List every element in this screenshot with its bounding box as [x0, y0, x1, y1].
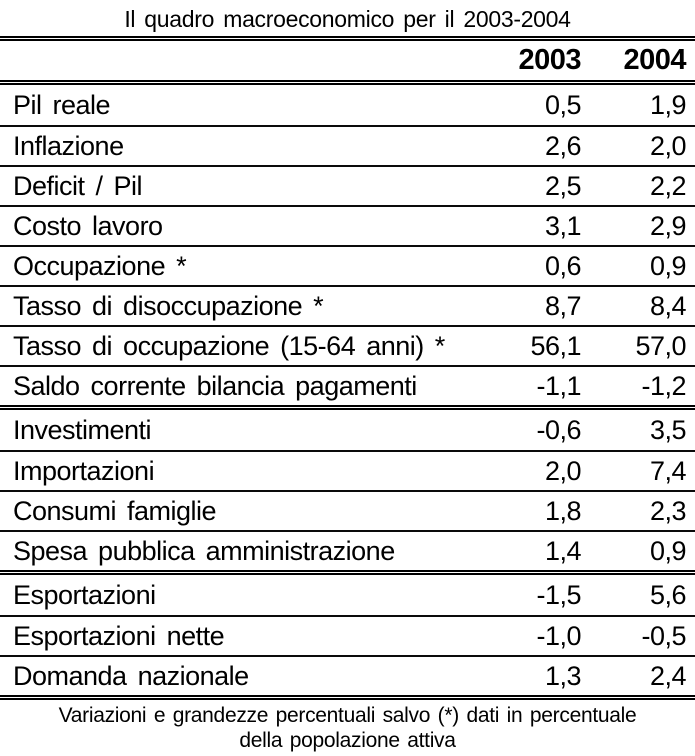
value-2003: 2,5 [544, 170, 582, 201]
table-row: Deficit / Pil 2,5 2,2 [0, 165, 695, 205]
row-label: Deficit / Pil [13, 170, 143, 201]
table-row: Importazioni 2,0 7,4 [0, 450, 695, 490]
table-row: Occupazione * 0,6 0,9 [0, 245, 695, 285]
footnote-line-1: Variazioni e grandezze percentuali salvo… [58, 704, 637, 727]
row-label: Tasso di disoccupazione * [13, 290, 324, 321]
header-col-2004: 2004 [623, 44, 686, 76]
row-label: Pil reale [13, 89, 111, 120]
section-divider-rule [0, 570, 695, 575]
value-2004: 2,0 [649, 130, 687, 161]
value-2004: 2,9 [649, 210, 687, 241]
table-footnote: Variazioni e grandezze percentuali salvo… [0, 700, 695, 753]
value-2003: 0,5 [544, 89, 582, 120]
value-2003: 56,1 [530, 330, 581, 361]
value-2004: 2,3 [649, 495, 687, 526]
table-row: Investimenti -0,6 3,5 [0, 410, 695, 450]
footnote-line-2: della popolazione attiva [239, 729, 456, 752]
table-row: Pil reale 0,5 1,9 [0, 85, 695, 125]
footer-divider-rule [0, 695, 695, 700]
row-label: Costo lavoro [13, 210, 163, 241]
value-2003: -0,6 [536, 414, 581, 445]
row-label: Investimenti [13, 414, 152, 445]
value-2004: 2,2 [649, 170, 687, 201]
header-divider-rule [0, 80, 695, 85]
value-2003: 1,3 [544, 660, 582, 691]
row-label: Domanda nazionale [13, 660, 249, 691]
value-2004: -0,5 [641, 620, 686, 651]
row-label: Saldo corrente bilancia pagamenti [13, 370, 417, 401]
table-row: Costo lavoro 3,1 2,9 [0, 205, 695, 245]
table-row: Esportazioni nette -1,0 -0,5 [0, 615, 695, 655]
table-row: Domanda nazionale 1,3 2,4 [0, 655, 695, 695]
row-label: Tasso di occupazione (15-64 anni) * [13, 330, 445, 361]
table-row: Spesa pubblica amministrazione 1,4 0,9 [0, 530, 695, 570]
table-row: Esportazioni -1,5 5,6 [0, 575, 695, 615]
row-label: Esportazioni nette [13, 620, 225, 651]
value-2003: -1,0 [536, 620, 581, 651]
table-row: Inflazione 2,6 2,0 [0, 125, 695, 165]
value-2004: 8,4 [649, 290, 687, 321]
table-row: Tasso di occupazione (15-64 anni) * 56,1… [0, 325, 695, 365]
value-2004: -1,2 [641, 370, 686, 401]
value-2003: -1,5 [536, 579, 581, 610]
row-label: Consumi famiglie [13, 495, 217, 526]
row-label: Spesa pubblica amministrazione [13, 535, 395, 566]
value-2003: 3,1 [544, 210, 582, 241]
value-2004: 5,6 [649, 579, 687, 610]
value-2004: 0,9 [649, 250, 687, 281]
value-2004: 1,9 [649, 89, 687, 120]
table-row: Tasso di disoccupazione * 8,7 8,4 [0, 285, 695, 325]
table-row: Saldo corrente bilancia pagamenti -1,1 -… [0, 365, 695, 405]
value-2004: 57,0 [635, 330, 686, 361]
table-header-row: 2003 2004 [0, 41, 695, 80]
row-label: Esportazioni [13, 579, 156, 610]
value-2003: 1,4 [544, 535, 582, 566]
table-row: Consumi famiglie 1,8 2,3 [0, 490, 695, 530]
value-2003: 8,7 [544, 290, 582, 321]
row-label: Inflazione [13, 130, 124, 161]
value-2003: -1,1 [536, 370, 581, 401]
row-label: Occupazione * [13, 250, 187, 281]
row-label: Importazioni [13, 455, 155, 486]
title-divider-rule [0, 36, 695, 41]
section-divider-rule [0, 405, 695, 410]
value-2004: 0,9 [649, 535, 687, 566]
value-2004: 3,5 [649, 414, 687, 445]
value-2003: 0,6 [544, 250, 582, 281]
value-2003: 2,0 [544, 455, 582, 486]
value-2003: 2,6 [544, 130, 582, 161]
value-2004: 2,4 [649, 660, 687, 691]
value-2003: 1,8 [544, 495, 582, 526]
table-title: Il quadro macroeconomico per il 2003-200… [124, 6, 571, 32]
header-col-2003: 2003 [518, 44, 581, 76]
value-2004: 7,4 [649, 455, 687, 486]
